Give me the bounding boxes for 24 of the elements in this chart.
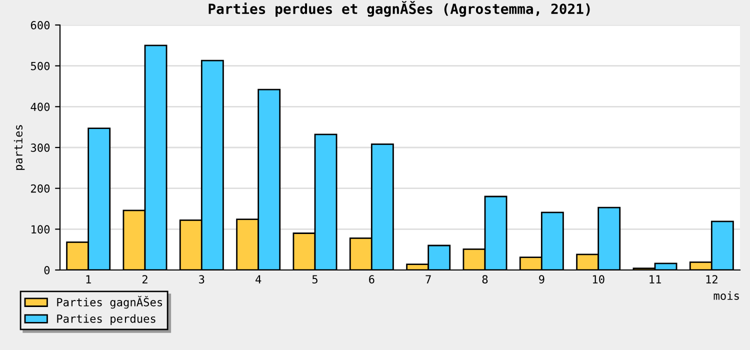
x-tick-label: 2	[142, 275, 148, 284]
x-tick-label: 5	[312, 275, 318, 284]
y-tick-label: 0	[44, 266, 50, 274]
x-tick-label: 10	[592, 275, 604, 284]
x-tick-label: 1	[86, 275, 91, 284]
x-tick-label: 8	[482, 275, 488, 284]
x-axis-title: mois	[714, 291, 739, 300]
chart-title: Parties perdues et gagnĂŠes (Agrostemma, 2021)	[208, 1, 590, 17]
x-tick-label: 11	[650, 275, 661, 284]
x-tick-label: 4	[256, 275, 262, 284]
x-tick-label: 12	[706, 275, 718, 284]
y-tick-label: 400	[30, 102, 50, 112]
y-tick-label: 300	[30, 144, 50, 152]
y-tick-label: 500	[30, 62, 50, 70]
y-tick-label: 100	[32, 225, 50, 234]
legend-label: Parties perdues	[57, 314, 156, 325]
y-tick-label: 600	[30, 21, 50, 30]
x-tick-label: 6	[369, 275, 374, 284]
x-tick-label: 9	[539, 275, 544, 284]
y-axis-title: parties	[14, 125, 25, 170]
y-tick-label: 200	[31, 184, 50, 193]
x-tick-label: 3	[199, 275, 204, 284]
x-tick-label: 7	[426, 275, 431, 284]
legend-label: Parties gagnĂŠes	[57, 296, 162, 309]
